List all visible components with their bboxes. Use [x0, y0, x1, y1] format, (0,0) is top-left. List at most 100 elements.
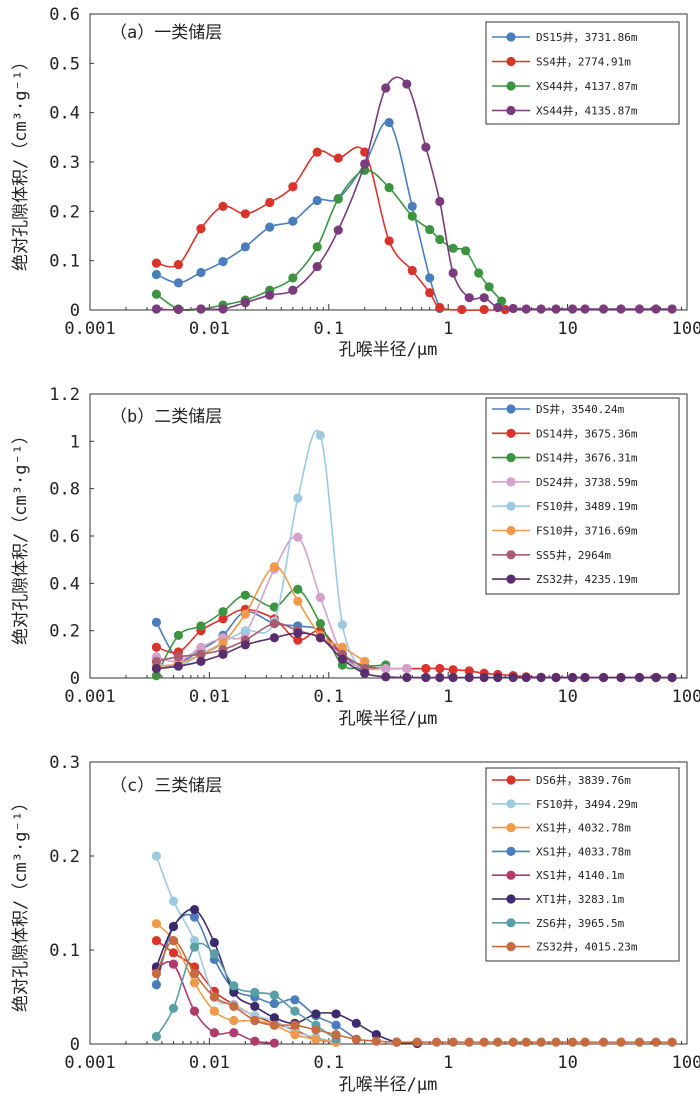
series-8 [151, 628, 677, 683]
legend-box [485, 21, 680, 125]
legend-box [485, 767, 680, 962]
legend-label: DS6井，3839.76m [536, 773, 631, 787]
plot-frame [89, 761, 688, 1045]
data-point [189, 904, 200, 915]
data-point [168, 896, 179, 906]
data-point [551, 672, 561, 683]
data-point [333, 153, 343, 163]
data-point [493, 302, 503, 313]
data-point [218, 257, 228, 267]
data-point [218, 637, 228, 648]
data-point [312, 147, 322, 157]
x-tick-label: 0.01 [189, 687, 230, 707]
series-3 [151, 584, 391, 681]
y-axis-label: 绝对孔隙体积/（cm³·g⁻¹） [11, 53, 31, 271]
data-point [218, 607, 228, 617]
data-point [240, 298, 250, 308]
data-point [384, 183, 394, 193]
x-tick-label: 0.01 [189, 1053, 230, 1073]
data-point [229, 987, 239, 997]
legend-label: ZS6井，3965.5m [536, 916, 625, 930]
data-point [464, 1037, 474, 1047]
data-point [173, 661, 183, 671]
legend-marker [506, 894, 516, 904]
data-point [464, 293, 474, 303]
data-point [667, 304, 677, 314]
data-point [536, 304, 546, 314]
data-point [384, 236, 394, 246]
legend-label: DS15井，3731.86m [536, 30, 638, 44]
data-point [435, 663, 445, 674]
data-point [493, 672, 503, 683]
data-point [448, 268, 458, 278]
data-point [634, 1037, 645, 1047]
y-tick-label: 0.4 [49, 104, 80, 124]
data-point [479, 1037, 489, 1047]
data-point [337, 620, 348, 630]
y-tick-label: 0 [70, 1035, 80, 1055]
data-point [196, 642, 206, 652]
legend-label: DS14井，3675.36m [536, 426, 638, 440]
data-point [536, 672, 546, 683]
data-point [269, 1038, 279, 1048]
data-point [315, 430, 325, 441]
data-point [402, 79, 412, 89]
data-point [168, 959, 179, 969]
data-point [567, 1037, 578, 1047]
data-point [315, 618, 325, 629]
legend-marker [506, 428, 516, 438]
data-point [598, 672, 609, 683]
y-axis-label: 绝对孔隙体积/（cm³·g⁻¹） [11, 427, 31, 645]
x-tick-label: 0.01 [189, 319, 230, 339]
legend-label: XS1井，4032.78m [536, 821, 631, 835]
x-axis-label: 孔喉半径/μm [339, 340, 438, 360]
data-point [173, 304, 183, 315]
panel-title: （b）二类储层 [110, 407, 222, 427]
legend-label: XS44井，4135.87m [536, 104, 638, 118]
legend-label: DS24井，3738.59m [536, 475, 638, 489]
data-point [151, 663, 162, 674]
series-line [156, 608, 673, 679]
y-tick-label: 0.3 [49, 153, 80, 173]
y-tick-label: 0 [70, 669, 80, 689]
data-point [464, 672, 474, 683]
data-point [196, 267, 206, 278]
data-point [360, 159, 370, 169]
data-point [651, 1037, 661, 1047]
chart-panel-a: （a）一类储层 孔喉半径/μm 绝对孔隙体积/（cm³·g⁻¹） 0 0.1 0.2… [11, 5, 700, 360]
data-point [508, 1037, 518, 1047]
data-point [189, 942, 200, 952]
data-point [189, 936, 200, 946]
data-point [402, 672, 412, 683]
data-point [616, 1037, 626, 1047]
data-point [521, 304, 531, 314]
data-point [381, 83, 391, 93]
data-point [151, 968, 162, 979]
data-point [371, 1036, 381, 1046]
data-point [168, 1003, 179, 1013]
data-point [196, 621, 206, 631]
data-point [173, 652, 183, 662]
data-point [580, 304, 590, 314]
data-point [173, 260, 183, 270]
legend-marker [506, 453, 516, 463]
legend-label: FS10井，3489.19m [536, 499, 638, 513]
data-point [293, 532, 303, 542]
data-point [218, 614, 228, 624]
data-point [448, 243, 458, 253]
data-point [551, 1037, 561, 1047]
data-point [240, 242, 250, 252]
data-point [425, 273, 435, 283]
x-tick-label: 10 [557, 319, 577, 339]
data-point [448, 665, 458, 675]
data-point [240, 209, 250, 219]
legend-marker [506, 32, 516, 42]
data-point [290, 1020, 300, 1030]
data-point [421, 663, 431, 674]
legend-label: FS10井，3716.69m [536, 524, 638, 538]
y-tick-label: 0.6 [49, 5, 80, 25]
data-point [196, 224, 206, 234]
data-point [173, 278, 183, 288]
data-point [360, 656, 370, 667]
legend-box [485, 397, 680, 595]
